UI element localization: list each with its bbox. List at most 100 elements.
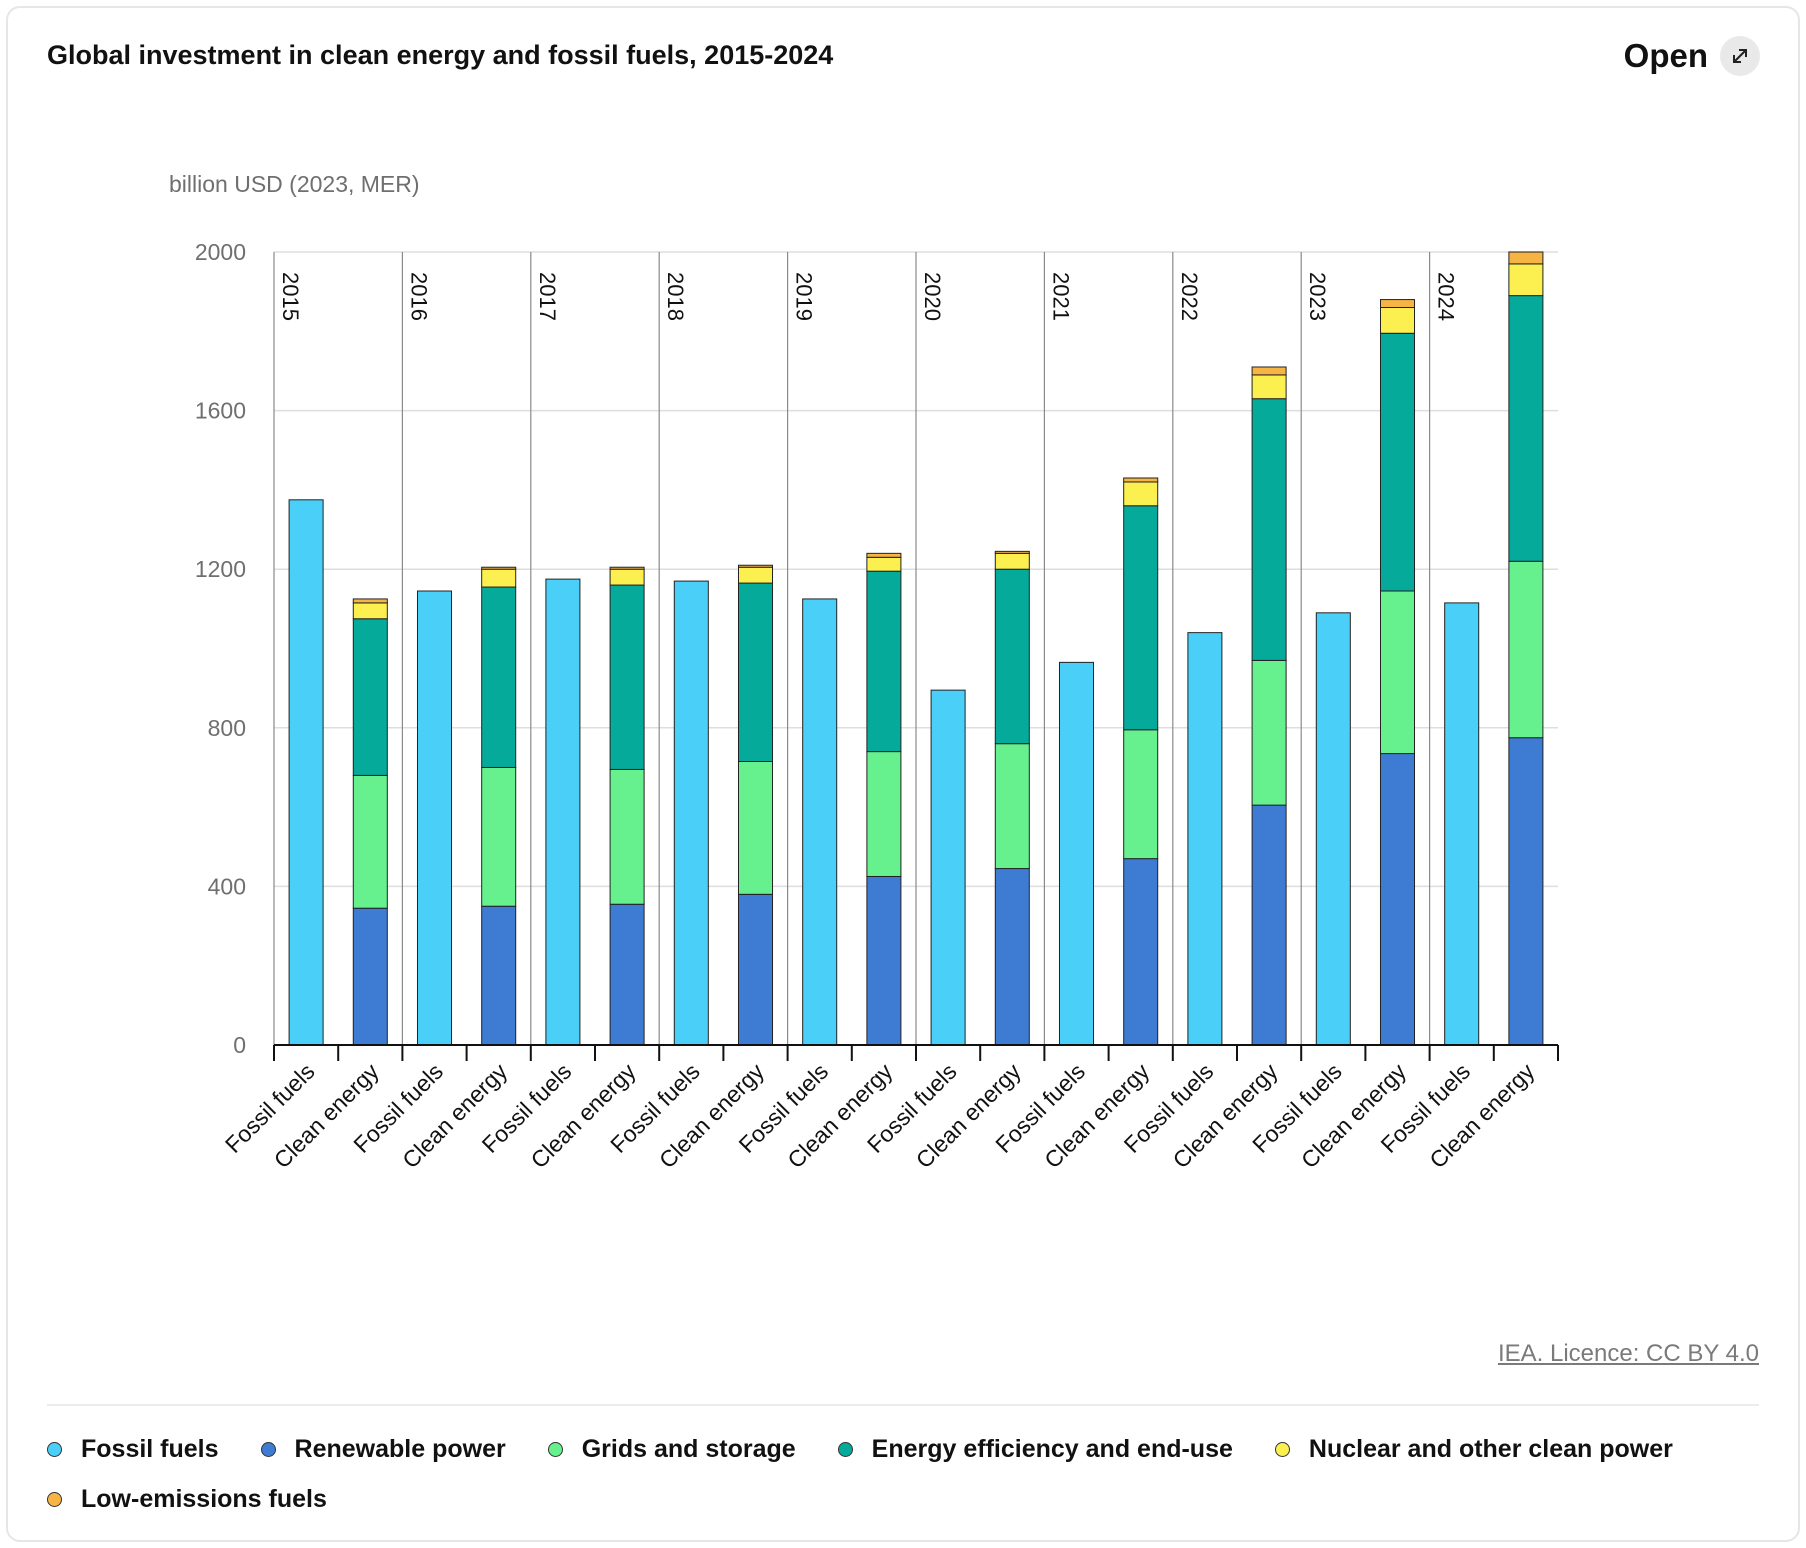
group-year-label: 2019 xyxy=(792,272,817,321)
y-axis-label: billion USD (2023, MER) xyxy=(169,171,420,197)
bar-segment xyxy=(481,766,517,907)
bar-segment xyxy=(1058,661,1095,1046)
legend-swatch xyxy=(47,1491,62,1507)
bar-segment xyxy=(1123,505,1159,731)
bar-segment xyxy=(1379,299,1416,309)
bar-segment xyxy=(737,564,774,568)
group-year-label: 2018 xyxy=(663,272,688,321)
legend-swatch xyxy=(547,1441,563,1457)
bar-segment xyxy=(352,774,388,909)
bar-segment xyxy=(1123,729,1159,860)
group-year-label: 2015 xyxy=(278,272,303,321)
bar-segment xyxy=(737,566,774,584)
bar-segment xyxy=(545,578,581,1046)
legend-swatch xyxy=(260,1441,276,1457)
bar-segment xyxy=(866,556,902,572)
group-year-label: 2021 xyxy=(1048,272,1073,321)
group-year-label: 2023 xyxy=(1305,272,1330,321)
bar-segment xyxy=(1508,251,1544,265)
bar-segment xyxy=(1123,481,1159,507)
bar-segment xyxy=(1251,804,1287,1046)
bar-segment xyxy=(1508,560,1544,739)
bar-segment xyxy=(1379,307,1416,334)
bar-segment xyxy=(609,566,645,570)
legend-item[interactable]: Fossil fuels xyxy=(47,1434,219,1464)
bar-segment xyxy=(481,566,517,570)
bar-segment xyxy=(1251,659,1287,806)
bar-segment xyxy=(994,552,1030,570)
legend-label: Nuclear and other clean power xyxy=(1308,1434,1673,1463)
bar-segment xyxy=(1508,263,1544,297)
group-year-label: 2016 xyxy=(406,272,431,321)
bar-segment xyxy=(288,499,324,1046)
y-tick-label: 400 xyxy=(208,873,246,899)
bar-segment xyxy=(481,586,517,768)
bar-segment xyxy=(802,598,838,1046)
y-tick-label: 0 xyxy=(233,1032,246,1058)
y-tick-label: 2000 xyxy=(195,239,246,265)
legend-item[interactable]: Energy efficiency and end-use xyxy=(837,1434,1233,1464)
legend-label: Fossil fuels xyxy=(81,1434,219,1463)
bar-segment xyxy=(994,568,1030,745)
bar-segment xyxy=(1508,737,1544,1046)
y-tick-label: 1200 xyxy=(195,556,246,582)
bar-segment xyxy=(609,584,645,770)
bar-segment xyxy=(609,903,645,1046)
open-button-label: Open xyxy=(1623,37,1708,74)
y-tick-label: 1600 xyxy=(195,398,246,424)
bar-segment xyxy=(1187,632,1223,1046)
legend-label: Grids and storage xyxy=(581,1434,796,1463)
legend-swatch xyxy=(47,1441,62,1457)
expand-arrows-icon xyxy=(1720,36,1760,76)
legend-label: Energy efficiency and end-use xyxy=(871,1434,1233,1463)
bar-segment xyxy=(1508,295,1544,562)
legend-label: Renewable power xyxy=(294,1434,506,1463)
bar-segment xyxy=(1251,366,1287,376)
legend-item[interactable]: Low-emissions fuels xyxy=(47,1484,327,1514)
legend-swatch xyxy=(837,1441,853,1457)
legend-item[interactable]: Nuclear and other clean power xyxy=(1274,1434,1673,1464)
bar-segment xyxy=(994,868,1030,1046)
bar-segment xyxy=(352,907,388,1046)
bar-segment xyxy=(994,743,1030,870)
legend-divider xyxy=(47,1404,1759,1406)
bar-segment xyxy=(1379,753,1416,1046)
bar-segment xyxy=(866,552,902,558)
bar-segment xyxy=(737,893,774,1046)
legend-item[interactable]: Renewable power xyxy=(260,1434,506,1464)
bar-segment xyxy=(1123,477,1159,483)
bar-segment xyxy=(416,590,453,1046)
group-year-label: 2022 xyxy=(1177,272,1202,321)
bar-segment xyxy=(352,602,388,620)
bar-segment xyxy=(866,570,902,753)
bar-segment xyxy=(994,550,1030,554)
y-tick-label: 800 xyxy=(208,715,246,741)
bar-segment xyxy=(737,582,774,763)
group-year-label: 2020 xyxy=(920,272,945,321)
bar-segment xyxy=(481,568,517,588)
bar-segment xyxy=(1315,612,1351,1046)
bar-segment xyxy=(930,689,966,1046)
open-button[interactable]: Open xyxy=(1624,36,1760,76)
source-licence-link[interactable]: IEA. Licence: CC BY 4.0 xyxy=(1497,1340,1759,1367)
bar-segment xyxy=(352,618,388,776)
bar-segment xyxy=(352,598,388,604)
legend-swatch xyxy=(1274,1441,1290,1457)
bar-segment xyxy=(737,761,774,895)
bar-segment xyxy=(866,875,902,1046)
bar-segment xyxy=(866,751,902,877)
bar-segment xyxy=(1251,374,1287,400)
chart-title: Global investment in clean energy and fo… xyxy=(47,40,834,70)
bar-segment xyxy=(1251,398,1287,661)
stacked-bar-chart: billion USD (2023, MER) 0 400 800 1200 1600 20… xyxy=(169,171,1559,1173)
legend-item[interactable]: Grids and storage xyxy=(547,1434,796,1464)
bar-segment xyxy=(1444,602,1480,1046)
bar-segment xyxy=(1379,332,1416,592)
bar-segment xyxy=(481,905,517,1046)
bar-segment xyxy=(1379,590,1416,755)
chart-legend: Fossil fuels Renewable power Grids and sto… xyxy=(47,1434,1759,1514)
bar-segment xyxy=(1123,858,1159,1046)
legend-label: Low-emissions fuels xyxy=(81,1484,327,1513)
bar-segment xyxy=(609,568,645,586)
bar-segment xyxy=(673,580,709,1046)
